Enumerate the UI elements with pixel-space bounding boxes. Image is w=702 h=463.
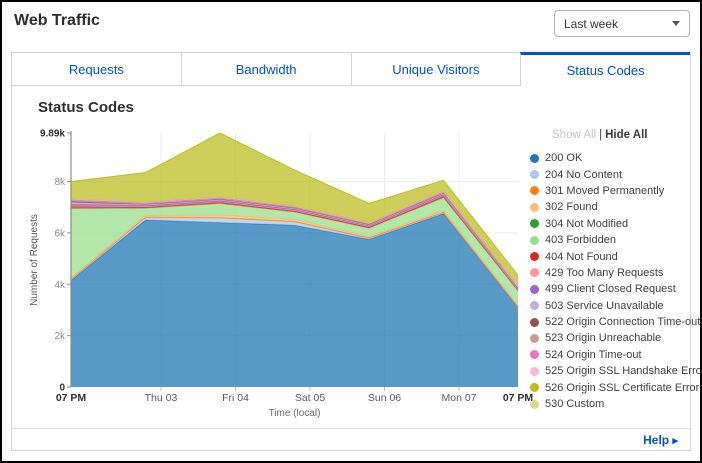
- legend-dot-530: [530, 399, 539, 409]
- legend-divider: |: [599, 129, 603, 141]
- legend-item-525[interactable]: 525 Origin SSL Handshake Error: [530, 363, 700, 379]
- legend-dot-524: [530, 350, 539, 360]
- legend-dot-301: [530, 186, 539, 196]
- legend-label: 403 Forbidden: [545, 234, 616, 247]
- svg-text:Thu 03: Thu 03: [145, 392, 178, 404]
- legend-label: 503 Service Unavailable: [545, 299, 664, 312]
- legend-dot-525: [530, 366, 539, 376]
- legend-label: 525 Origin SSL Handshake Error: [545, 365, 702, 378]
- help-link[interactable]: Help ▸: [643, 433, 678, 447]
- legend-label: 524 Origin Time-out: [545, 348, 642, 361]
- legend-item-503[interactable]: 503 Service Unavailable: [530, 298, 680, 314]
- svg-text:Mon 07: Mon 07: [441, 392, 476, 404]
- legend-label: 200 OK: [545, 152, 583, 165]
- legend-label: 499 Client Closed Request: [545, 283, 676, 296]
- help-label: Help: [643, 432, 670, 447]
- legend-label: 404 Not Found: [545, 250, 618, 263]
- svg-text:Sun 06: Sun 06: [368, 392, 401, 404]
- hide-all-button[interactable]: Hide All: [605, 129, 648, 141]
- svg-text:Number of Requests: Number of Requests: [29, 214, 40, 306]
- legend-item-404[interactable]: 404 Not Found: [530, 248, 680, 264]
- legend-controls: Show All | Hide All: [530, 129, 680, 141]
- chart-title: Status Codes: [38, 99, 134, 116]
- tab-bandwidth[interactable]: Bandwidth: [180, 53, 351, 86]
- legend-dot-503: [530, 301, 539, 311]
- svg-text:Fri 04: Fri 04: [222, 392, 249, 404]
- legend-label: 204 No Content: [545, 168, 623, 181]
- legend-dot-204: [530, 170, 539, 180]
- traffic-card: Requests Bandwidth Unique Visitors Status C…: [11, 52, 700, 451]
- legend-item-200[interactable]: 200 OK: [530, 150, 680, 166]
- legend-dot-302: [530, 202, 539, 212]
- chevron-down-icon: [672, 21, 680, 26]
- legend-label: 429 Too Many Requests: [545, 266, 664, 279]
- svg-text:8k: 8k: [54, 177, 66, 188]
- legend-item-524[interactable]: 524 Origin Time-out: [530, 347, 680, 363]
- legend-dot-526: [530, 383, 539, 393]
- legend-item-403[interactable]: 403 Forbidden: [530, 232, 680, 248]
- legend-label: 523 Origin Unreachable: [545, 332, 662, 345]
- svg-text:07 PM: 07 PM: [503, 392, 534, 404]
- svg-text:0: 0: [59, 383, 65, 394]
- svg-text:6k: 6k: [54, 228, 66, 239]
- legend-dot-304: [530, 219, 539, 229]
- svg-text:Sat 05: Sat 05: [295, 392, 326, 404]
- legend-item-499[interactable]: 499 Client Closed Request: [530, 281, 680, 297]
- legend-dot-404: [530, 252, 539, 262]
- legend-list: 200 OK 204 No Content 301 Moved Permanentl…: [530, 150, 700, 412]
- legend-item-526[interactable]: 526 Origin SSL Certificate Error: [530, 379, 699, 395]
- time-range-value: Last week: [564, 16, 619, 31]
- legend-dot-499: [530, 284, 539, 294]
- legend-item-530[interactable]: 530 Custom: [530, 396, 680, 412]
- legend-label: 304 Not Modified: [545, 217, 629, 230]
- legend-item-204[interactable]: 204 No Content: [530, 166, 680, 182]
- legend-label: 526 Origin SSL Certificate Error: [545, 381, 700, 394]
- legend-dot-200: [530, 153, 539, 163]
- tab-bar: Requests Bandwidth Unique Visitors Status C…: [12, 52, 690, 86]
- show-all-button[interactable]: Show All: [552, 129, 597, 141]
- legend-dot-522: [530, 317, 539, 327]
- tab-unique-visitors[interactable]: Unique Visitors: [350, 53, 521, 86]
- legend-label: 530 Custom: [545, 398, 605, 411]
- svg-text:2k: 2k: [54, 331, 66, 342]
- legend-label: 522 Origin Connection Time-out: [545, 316, 701, 329]
- svg-text:9.89k: 9.89k: [40, 129, 65, 140]
- legend-item-522[interactable]: 522 Origin Connection Time-out: [530, 314, 700, 330]
- legend-item-302[interactable]: 302 Found: [530, 199, 680, 215]
- status-codes-chart: 0 2k 4k 6k 8k 9.89k 07 PM Thu 03 Fri 04 Sat 05 Sun…: [29, 129, 534, 420]
- legend-item-523[interactable]: 523 Origin Unreachable: [530, 330, 680, 346]
- legend-dot-429: [530, 268, 539, 278]
- legend-label: 302 Found: [545, 201, 598, 214]
- card-footer: Help ▸: [12, 428, 690, 450]
- svg-text:4k: 4k: [54, 280, 66, 291]
- tab-requests[interactable]: Requests: [12, 53, 181, 86]
- time-range-select[interactable]: Last week: [554, 10, 690, 37]
- legend-label: 301 Moved Permanently: [545, 184, 665, 197]
- legend-item-304[interactable]: 304 Not Modified: [530, 216, 680, 232]
- chart-legend: Show All | Hide All 200 OK 204 No Content 30…: [530, 129, 700, 412]
- page-title: Web Traffic: [14, 12, 100, 29]
- legend-item-301[interactable]: 301 Moved Permanently: [530, 183, 680, 199]
- svg-text:Time (local): Time (local): [269, 408, 321, 419]
- tab-status-codes[interactable]: Status Codes: [520, 52, 690, 86]
- help-arrow-icon: ▸: [672, 434, 678, 447]
- legend-dot-403: [530, 235, 539, 245]
- legend-item-429[interactable]: 429 Too Many Requests: [530, 265, 680, 281]
- svg-text:07 PM: 07 PM: [56, 392, 87, 404]
- legend-dot-523: [530, 333, 539, 343]
